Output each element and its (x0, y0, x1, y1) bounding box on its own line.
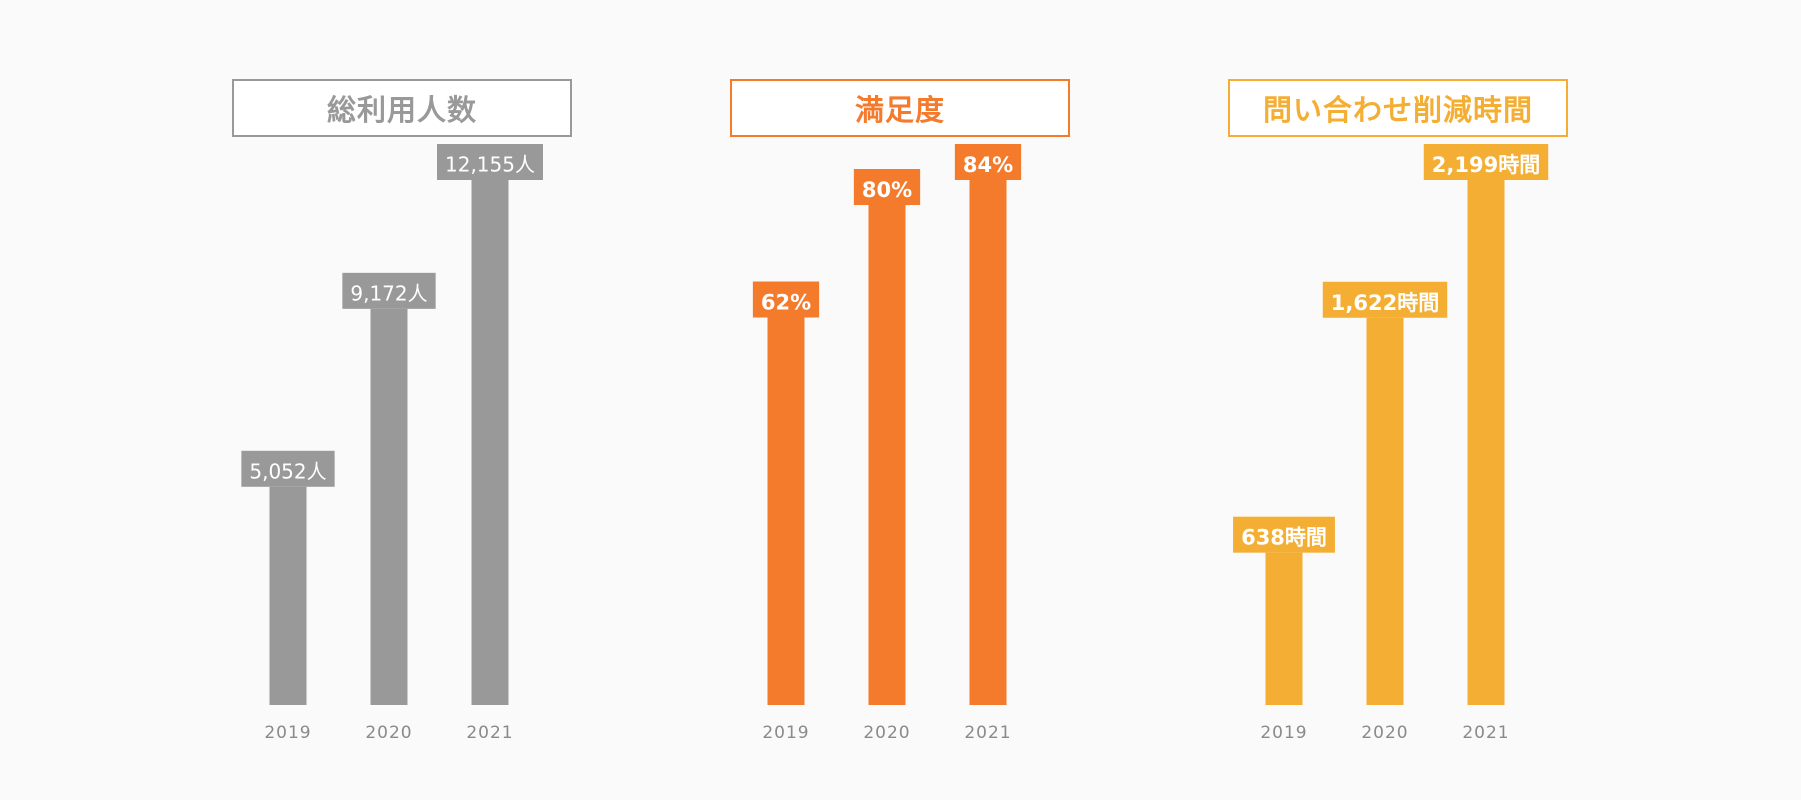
x-tick-label-2019: 2019 (264, 723, 311, 743)
x-tick-label-2020: 2020 (365, 723, 412, 743)
chart-title-total-users: 総利用人数 (232, 79, 572, 137)
chart-title-satisfaction: 満足度 (730, 79, 1070, 137)
bar-chart-inquiry-reduction: 638時間 2019 1,622時間 2020 2,199時間 2021 (1233, 144, 1549, 743)
value-label-box-2021 (437, 144, 543, 180)
value-label-2021: 84% (963, 153, 1013, 177)
x-tick-label-2020: 2020 (863, 723, 910, 743)
x-tick-label-2019: 2019 (762, 723, 809, 743)
bar-chart-total-users: 5,052人 2019 9,172人 2020 12,155人 2021 (241, 144, 543, 743)
chart-panel-inquiry-reduction: 問い合わせ削減時間 638時間 2019 1,622時間 2020 2,199時間 202… (1168, 0, 1588, 800)
x-tick-label-2021: 2021 (1462, 723, 1509, 743)
chart-title-inquiry-reduction: 問い合わせ削減時間 (1228, 79, 1568, 137)
value-label-2019: 62% (761, 291, 811, 315)
value-label-box-2020 (1322, 281, 1448, 318)
bar-2019 (1265, 552, 1303, 705)
x-tick-label-2021: 2021 (466, 723, 513, 743)
bar-2020 (1366, 317, 1404, 705)
value-label-box-2020 (342, 272, 436, 309)
chart-panel-total-users: 総利用人数 5,052人 2019 9,172人 2020 12,155人 2021 (172, 0, 592, 800)
value-label-2020: 80% (862, 178, 912, 202)
bar-2021 (1467, 180, 1505, 705)
value-label-box-2021 (954, 144, 1022, 180)
value-label-box-2019 (752, 281, 820, 318)
bar-2020 (868, 205, 906, 705)
value-label-2019: 5,052人 (249, 459, 326, 483)
bar-2019 (767, 317, 805, 705)
bar-2021 (969, 180, 1007, 705)
value-label-2020: 9,172人 (350, 281, 427, 305)
value-label-box-2020 (853, 169, 921, 205)
bar-2019 (269, 486, 307, 705)
x-tick-label-2021: 2021 (964, 723, 1011, 743)
bar-2020 (370, 308, 408, 705)
bar-chart-satisfaction: 62% 2019 80% 2020 84% 2021 (752, 144, 1022, 743)
x-tick-label-2020: 2020 (1361, 723, 1408, 743)
value-label-2020: 1,622時間 (1331, 291, 1439, 315)
value-label-2021: 12,155人 (445, 153, 535, 177)
value-label-2019: 638時間 (1241, 526, 1327, 550)
value-label-box-2019 (241, 450, 335, 487)
value-label-2021: 2,199時間 (1432, 153, 1540, 177)
value-label-box-2019 (1233, 516, 1335, 553)
bar-2021 (471, 180, 509, 705)
x-tick-label-2019: 2019 (1260, 723, 1307, 743)
value-label-box-2021 (1423, 144, 1549, 180)
chart-panel-satisfaction: 満足度 62% 2019 80% 2020 84% 2021 (670, 0, 1090, 800)
